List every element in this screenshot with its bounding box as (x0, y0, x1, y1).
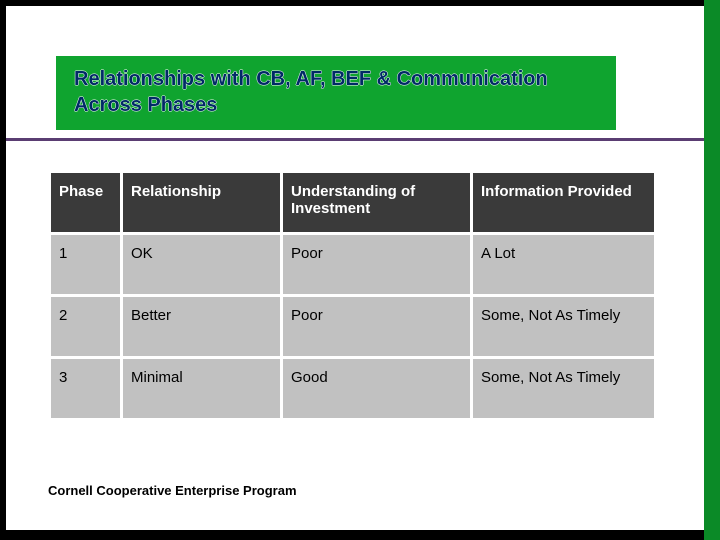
horizontal-rule (6, 138, 704, 141)
cell-understanding: Poor (282, 234, 472, 296)
table-row: 3 Minimal Good Some, Not As Timely (50, 358, 656, 420)
slide-title: Relationships with CB, AF, BEF & Communi… (74, 66, 598, 118)
slide-footer: Cornell Cooperative Enterprise Program (48, 483, 297, 498)
col-header-understanding: Understanding of Investment (282, 172, 472, 234)
cell-phase: 3 (50, 358, 122, 420)
cell-phase: 2 (50, 296, 122, 358)
cell-understanding: Poor (282, 296, 472, 358)
phases-table-wrap: Phase Relationship Understanding of Inve… (48, 170, 654, 421)
cell-understanding: Good (282, 358, 472, 420)
col-header-information: Information Provided (472, 172, 656, 234)
table-row: 2 Better Poor Some, Not As Timely (50, 296, 656, 358)
col-header-phase: Phase (50, 172, 122, 234)
cell-relationship: OK (122, 234, 282, 296)
right-accent-bar (704, 0, 720, 540)
cell-phase: 1 (50, 234, 122, 296)
slide-body: Relationships with CB, AF, BEF & Communi… (6, 6, 704, 530)
cell-information: Some, Not As Timely (472, 358, 656, 420)
phases-table: Phase Relationship Understanding of Inve… (48, 170, 657, 421)
table-header-row: Phase Relationship Understanding of Inve… (50, 172, 656, 234)
table-row: 1 OK Poor A Lot (50, 234, 656, 296)
cell-information: A Lot (472, 234, 656, 296)
col-header-relationship: Relationship (122, 172, 282, 234)
cell-relationship: Better (122, 296, 282, 358)
title-box: Relationships with CB, AF, BEF & Communi… (56, 56, 616, 130)
cell-relationship: Minimal (122, 358, 282, 420)
cell-information: Some, Not As Timely (472, 296, 656, 358)
